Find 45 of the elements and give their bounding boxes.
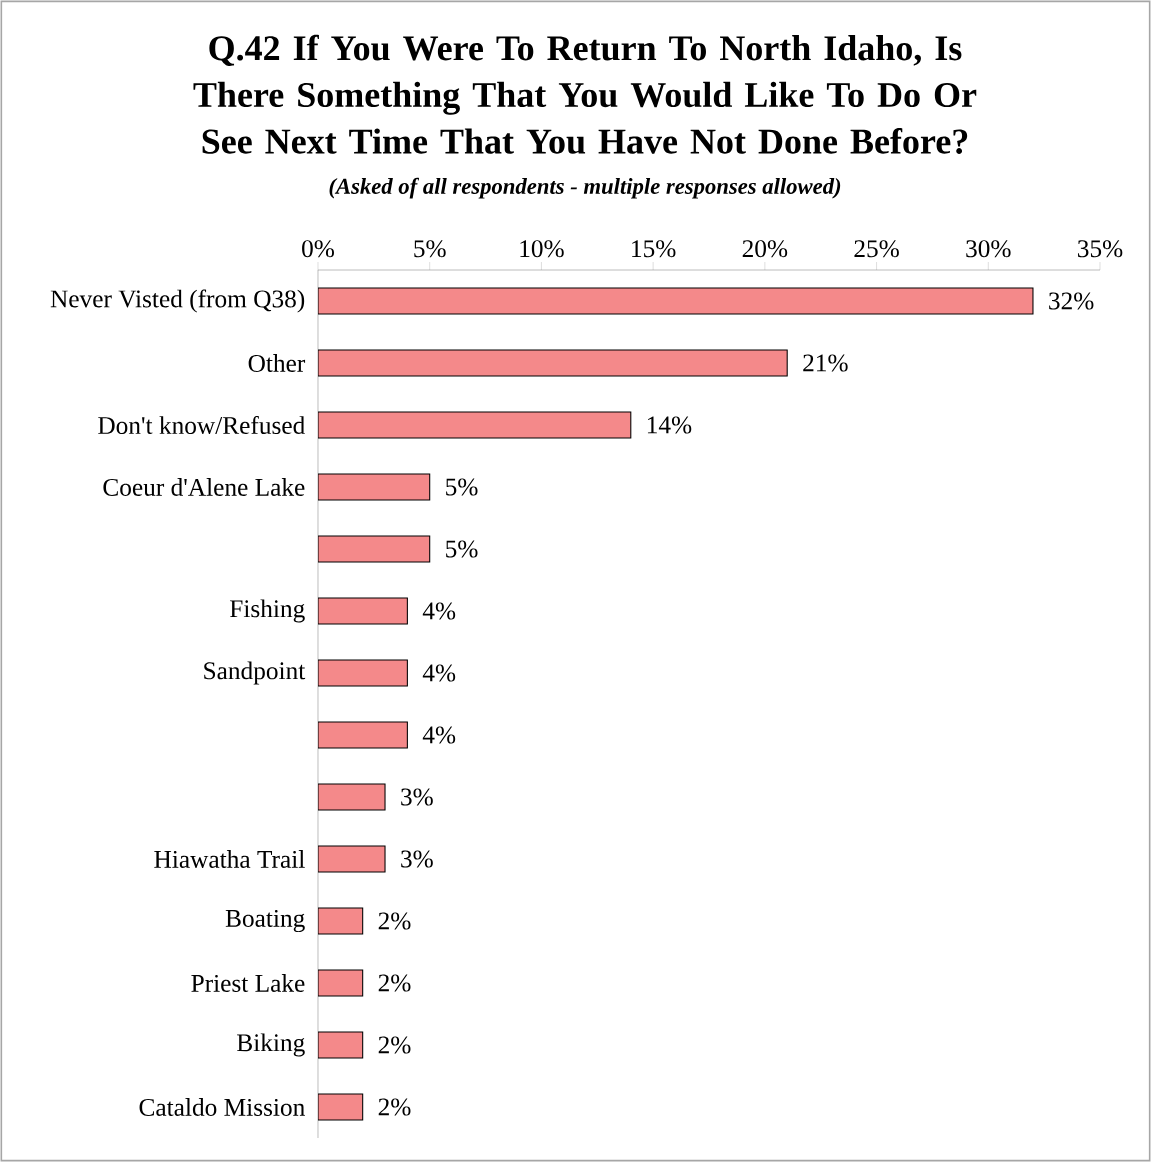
x-tick-label: 20% — [742, 240, 788, 258]
y-tick-label: Biking — [237, 1033, 305, 1057]
x-tick-label: 0% — [302, 240, 334, 258]
bar — [318, 783, 386, 811]
y-tick-label: Other — [248, 354, 306, 372]
x-tick-label: 25% — [854, 240, 899, 258]
data-label: 4% — [422, 726, 456, 744]
data-label: 14% — [647, 416, 692, 434]
data-label: 5% — [446, 540, 478, 558]
data-label: 32% — [1049, 292, 1094, 310]
bar — [318, 349, 788, 377]
data-label: 21% — [803, 354, 848, 372]
data-label: 2% — [378, 974, 411, 992]
data-label: 4% — [422, 602, 456, 620]
y-tick-label: Coeur d'Alene Lake — [103, 478, 305, 496]
y-tick-label: Fishing — [229, 599, 305, 623]
x-tick-label: 15% — [632, 240, 676, 258]
bar — [318, 535, 431, 563]
data-label: 5% — [446, 478, 478, 496]
data-label: 3% — [401, 850, 433, 868]
chart-title: Q.42 If You Were To Return To North Idaho, Is There Something That You Would Like To Do Or See Next Time That You Have Not Done Before? — [193, 34, 977, 154]
bar — [318, 473, 431, 501]
data-label: 2% — [378, 1098, 411, 1116]
y-tick-label: Hiawatha Trail — [154, 850, 305, 868]
chart-subtitle: (Asked of all respondents - multiple responses allowed) — [329, 177, 841, 199]
bar — [318, 845, 386, 873]
data-label: 2% — [378, 912, 411, 930]
bar — [318, 287, 1034, 315]
data-label: 2% — [378, 1036, 411, 1054]
x-tick-label: 10% — [520, 240, 564, 258]
y-tick-label: Boating — [225, 909, 305, 933]
y-tick-label: Sandpoint — [204, 661, 306, 685]
y-tick-label: Don't know/Refused — [98, 415, 305, 435]
data-label: 4% — [422, 664, 456, 682]
bar — [318, 721, 408, 749]
y-tick-label: Priest Lake — [191, 974, 305, 992]
data-label: 3% — [401, 788, 433, 806]
x-tick-label: 30% — [966, 240, 1011, 258]
bar — [318, 659, 408, 687]
y-tick-label: Cataldo Mission — [139, 1098, 305, 1116]
x-tick-label: 35% — [1077, 240, 1123, 258]
bar — [318, 411, 632, 439]
y-tick-label: Never Visted (from Q38) — [50, 289, 305, 313]
x-tick-label: 5% — [414, 240, 446, 258]
bar — [318, 597, 408, 625]
